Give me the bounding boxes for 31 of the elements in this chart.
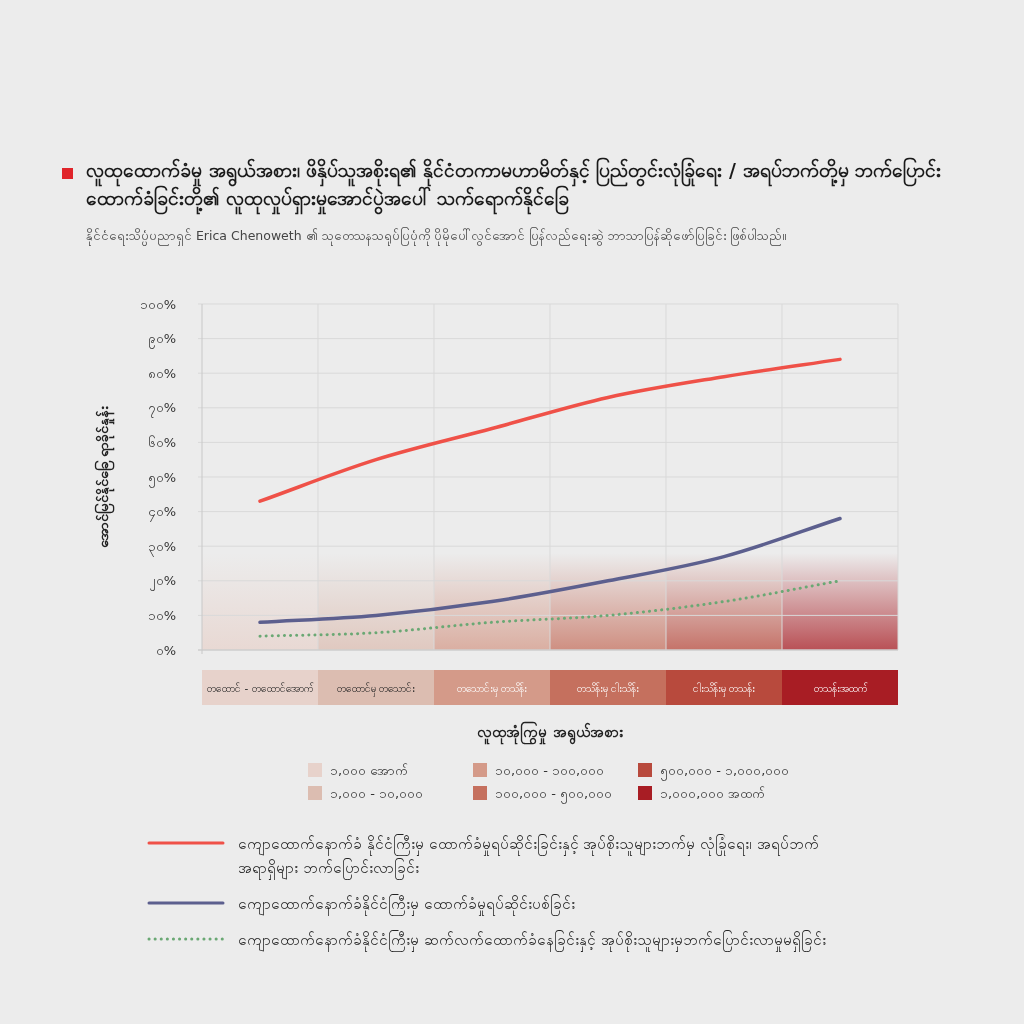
y-tick-label: ၈၀% <box>147 365 176 381</box>
chart-subtitle: နိုင်ငံရေးသိပ္ပံပညာရှင် Erica Chenoweth ၏ သုတေသနသရုပ်ပြပုံကို ပိုမိုပေါ်လွင်အောင် ပြန်လည်ရေးဆွဲ ဘာသာပြန်ဆိုဖော်ပြခြင်း ဖြစ်ပါသည်။ <box>86 228 789 246</box>
x-tick-label: ငါးသိန်းမှ တသန်း <box>692 681 756 697</box>
x-tick-label: တသိန်းမှ ငါးသိန်း <box>576 681 640 697</box>
legend-label: ၁၀၀,၀၀၀ - ၅၀၀,၀၀၀ <box>495 785 613 804</box>
legend-label: ၁,၀၀၀ - ၁၀,၀၀၀ <box>330 785 424 801</box>
x-axis-title: လူထုအုံကြွမှု အရွယ်အစား <box>477 721 623 745</box>
y-tick-label: ၁၀% <box>147 607 176 623</box>
y-axis-title: အောင်မြင်နိုင်ခြေ ရာခိုင်နှုန်း <box>94 405 115 549</box>
y-tick-label: ၅၀% <box>147 469 176 488</box>
y-tick-label: ၃၀% <box>147 538 176 557</box>
legend-label: ကျောထောက်နောက်ခံ နိုင်ငံကြီးမှ ထောက်ခံမှုရပ်ဆိုင်းခြင်းနှင့် အုပ်စိုးသူများဘက်မှ လုံခြုံရေး၊ အရပ်ဘက်အရာရှိများ ဘက်ပြောင်းလာခြင်း <box>238 833 820 880</box>
y-tick-label: ၉၀% <box>147 331 176 350</box>
y-tick-label: ၄၀% <box>147 504 176 523</box>
y-tick-label: ၀% <box>155 642 176 658</box>
x-tick-label: တသောင်းမှ တသိန်း <box>456 681 528 697</box>
legend-label: ၁,၀၀၀,၀၀၀ အထက် <box>660 785 766 801</box>
legend-label: ၁၀,၀၀၀ - ၁၀၀,၀၀၀ <box>495 762 605 778</box>
x-tick-label: တထောင် - တထောင်အောက် <box>207 681 314 694</box>
line-series <box>258 357 842 503</box>
legend-label: ကျောထောက်နောက်ခံနိုင်ငံကြီးမှ ထောက်ခံမှုရပ်ဆိုင်းပစ်ခြင်း <box>238 893 576 916</box>
line-series <box>258 516 842 625</box>
y-tick-label: ၂၀% <box>148 573 176 592</box>
legend-label: ကျောထောက်နောက်ခံနိုင်ငံကြီးမှ ဆက်လက်ထောက်ခံနေခြင်းနှင့် အုပ်စိုးသူများမှဘက်ပြောင်းလာမှုမရှိခြင်း <box>238 929 827 952</box>
x-tick-label: တသန်းအထက် <box>813 681 868 697</box>
y-tick-label: ၁၀၀% <box>139 296 176 312</box>
y-tick-label: ၆၀% <box>147 434 176 450</box>
legend-label: ၁,၀၀၀ အောက် <box>330 762 409 778</box>
legend-label: ၅၀၀,၀၀၀ - ၁,၀၀၀,၀၀၀ <box>660 762 790 781</box>
x-tick-label: တထောင်မှ တသောင်း <box>336 681 416 697</box>
y-tick-label: ၇၀% <box>147 400 176 419</box>
